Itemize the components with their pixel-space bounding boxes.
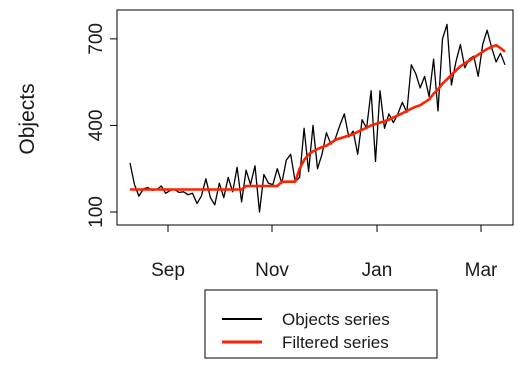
legend: Objects series Filtered series	[204, 289, 438, 359]
legend-box	[204, 289, 438, 359]
objects-series-line	[129, 23, 506, 213]
x-tick-label: Sep	[151, 260, 185, 281]
y-tick-label: 700	[86, 23, 107, 55]
x-tick-label: Jan	[362, 260, 393, 281]
axes: 100 400 700 Sep Nov Jan Mar	[86, 9, 514, 281]
x-tick-label: Nov	[255, 260, 289, 281]
legend-label-filtered: Filtered series	[282, 333, 389, 352]
filtered-series-line	[130, 43, 506, 191]
y-tick-label: 100	[86, 196, 107, 228]
y-axis-title: Objects	[16, 83, 39, 154]
x-tick-label: Mar	[465, 260, 498, 281]
plot-frame	[116, 9, 514, 226]
legend-label-objects: Objects series	[282, 310, 390, 329]
y-tick-label: 400	[86, 110, 107, 142]
series-layer	[129, 23, 506, 213]
